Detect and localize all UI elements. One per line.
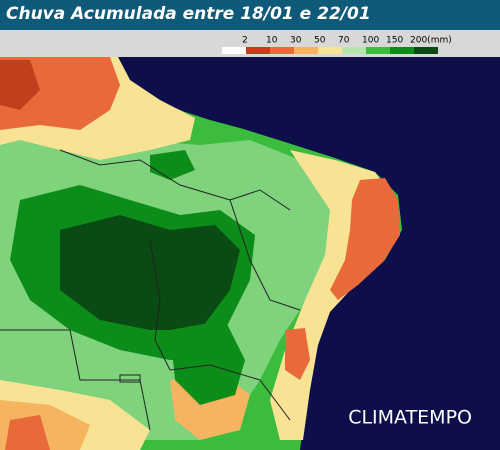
legend-label: 30: [290, 36, 302, 46]
zone: [330, 178, 400, 300]
brand: CLIMATEMPO: [348, 407, 472, 429]
legend-swatch: [270, 47, 294, 54]
border: [0, 329, 151, 431]
legend: 2 10 30 50 70 100 150 200(mm): [222, 36, 452, 54]
legend-label: 50: [314, 36, 326, 46]
title: Chuva Acumulada entre 18/01 e 22/01: [6, 4, 371, 24]
zone: [60, 215, 240, 330]
title-bar: [0, 0, 500, 30]
zone: [170, 320, 245, 405]
legend-swatch: [246, 47, 270, 54]
legend-swatch: [294, 47, 318, 54]
legend-swatch: [222, 47, 246, 54]
zone: [285, 328, 310, 380]
border: [229, 199, 301, 311]
legend-label: 200(mm): [410, 36, 452, 46]
border: [119, 374, 141, 383]
legend-label: 2: [242, 36, 248, 46]
legend-swatch: [342, 47, 366, 54]
zone: [5, 415, 50, 450]
legend-label: 10: [266, 36, 278, 46]
legend-label: 100: [362, 36, 379, 46]
legend-swatch: [318, 47, 342, 54]
legend-swatch: [390, 47, 414, 54]
borders: [0, 149, 301, 431]
zone: [0, 60, 40, 110]
legend-label: 150: [386, 36, 403, 46]
border: [59, 149, 291, 211]
legend-swatch: [414, 47, 438, 54]
border: [149, 239, 291, 421]
legend-label: 70: [338, 36, 350, 46]
legend-swatch: [366, 47, 390, 54]
zone: [150, 150, 195, 180]
